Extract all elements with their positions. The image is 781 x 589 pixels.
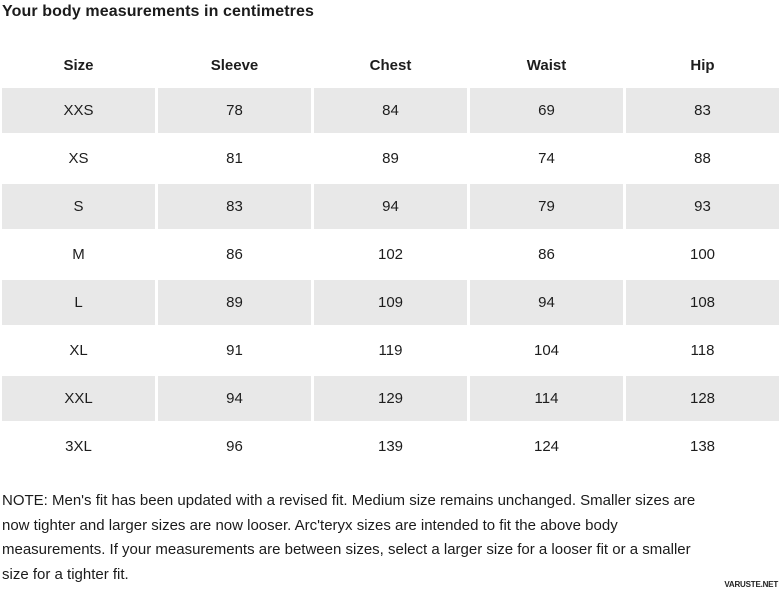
table-cell: 94 [314, 184, 467, 229]
watermark: VARUSTE.NET [724, 580, 778, 589]
table-cell: 114 [470, 376, 623, 421]
row-size-label: XXS [2, 88, 155, 133]
table-cell: 104 [470, 328, 623, 373]
column-header-size: Size [2, 45, 155, 85]
row-size-label: M [2, 232, 155, 277]
table-cell: 83 [158, 184, 311, 229]
table-cell: 88 [626, 136, 779, 181]
table-cell: 94 [158, 376, 311, 421]
column-header-hip: Hip [626, 45, 779, 85]
table-cell: 118 [626, 328, 779, 373]
row-size-label: XXL [2, 376, 155, 421]
table-cell: 96 [158, 424, 311, 469]
page-title: Your body measurements in centimetres [2, 3, 314, 20]
table-cell: 86 [470, 232, 623, 277]
table-cell: 83 [626, 88, 779, 133]
row-size-label: XL [2, 328, 155, 373]
row-size-label: L [2, 280, 155, 325]
table-cell: 74 [470, 136, 623, 181]
table-cell: 102 [314, 232, 467, 277]
column-header-chest: Chest [314, 45, 467, 85]
table-cell: 78 [158, 88, 311, 133]
table-cell: 86 [158, 232, 311, 277]
note-line: size for a tighter fit. [2, 565, 129, 583]
table-cell: 138 [626, 424, 779, 469]
note: NOTE: Men's fit has been updated with a … [2, 489, 781, 587]
table-cell: 84 [314, 88, 467, 133]
column-header-sleeve: Sleeve [158, 45, 311, 85]
table-cell: 94 [470, 280, 623, 325]
table-cell: 119 [314, 328, 467, 373]
table-cell: 108 [626, 280, 779, 325]
table-cell: 79 [470, 184, 623, 229]
row-size-label: S [2, 184, 155, 229]
column-header-waist: Waist [470, 45, 623, 85]
note-line: NOTE: Men's fit has been updated with a … [2, 492, 696, 509]
table-cell: 139 [314, 424, 467, 469]
row-size-label: 3XL [2, 424, 155, 469]
table-cell: 109 [314, 280, 467, 325]
note-line: measurements. If your measurements are b… [2, 541, 691, 558]
table-cell: 81 [158, 136, 311, 181]
table-cell: 91 [158, 328, 311, 373]
size-table: Size Sleeve Chest Waist Hip XXS 78 84 69 83 XS 81 89… [2, 45, 779, 469]
table-cell: 124 [470, 424, 623, 469]
row-size-label: XS [2, 136, 155, 181]
table-cell: 69 [470, 88, 623, 133]
table-cell: 89 [158, 280, 311, 325]
table-cell: 89 [314, 136, 467, 181]
table-cell: 128 [626, 376, 779, 421]
table-cell: 93 [626, 184, 779, 229]
note-line: now tighter and larger sizes are now loo… [2, 516, 618, 534]
table-cell: 129 [314, 376, 467, 421]
table-cell: 100 [626, 232, 779, 277]
